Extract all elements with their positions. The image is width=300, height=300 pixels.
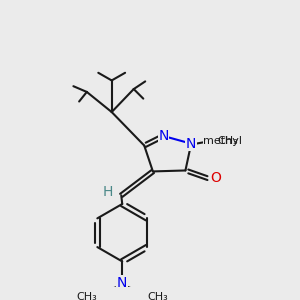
Text: N: N [117, 275, 128, 290]
Text: H: H [103, 185, 113, 200]
Text: N: N [158, 129, 169, 143]
Text: CH₃: CH₃ [147, 292, 168, 300]
Text: CH₃: CH₃ [76, 292, 97, 300]
Text: CH₃: CH₃ [217, 136, 238, 146]
Text: N: N [186, 137, 196, 151]
Text: methyl: methyl [203, 136, 242, 146]
Text: O: O [211, 171, 221, 185]
